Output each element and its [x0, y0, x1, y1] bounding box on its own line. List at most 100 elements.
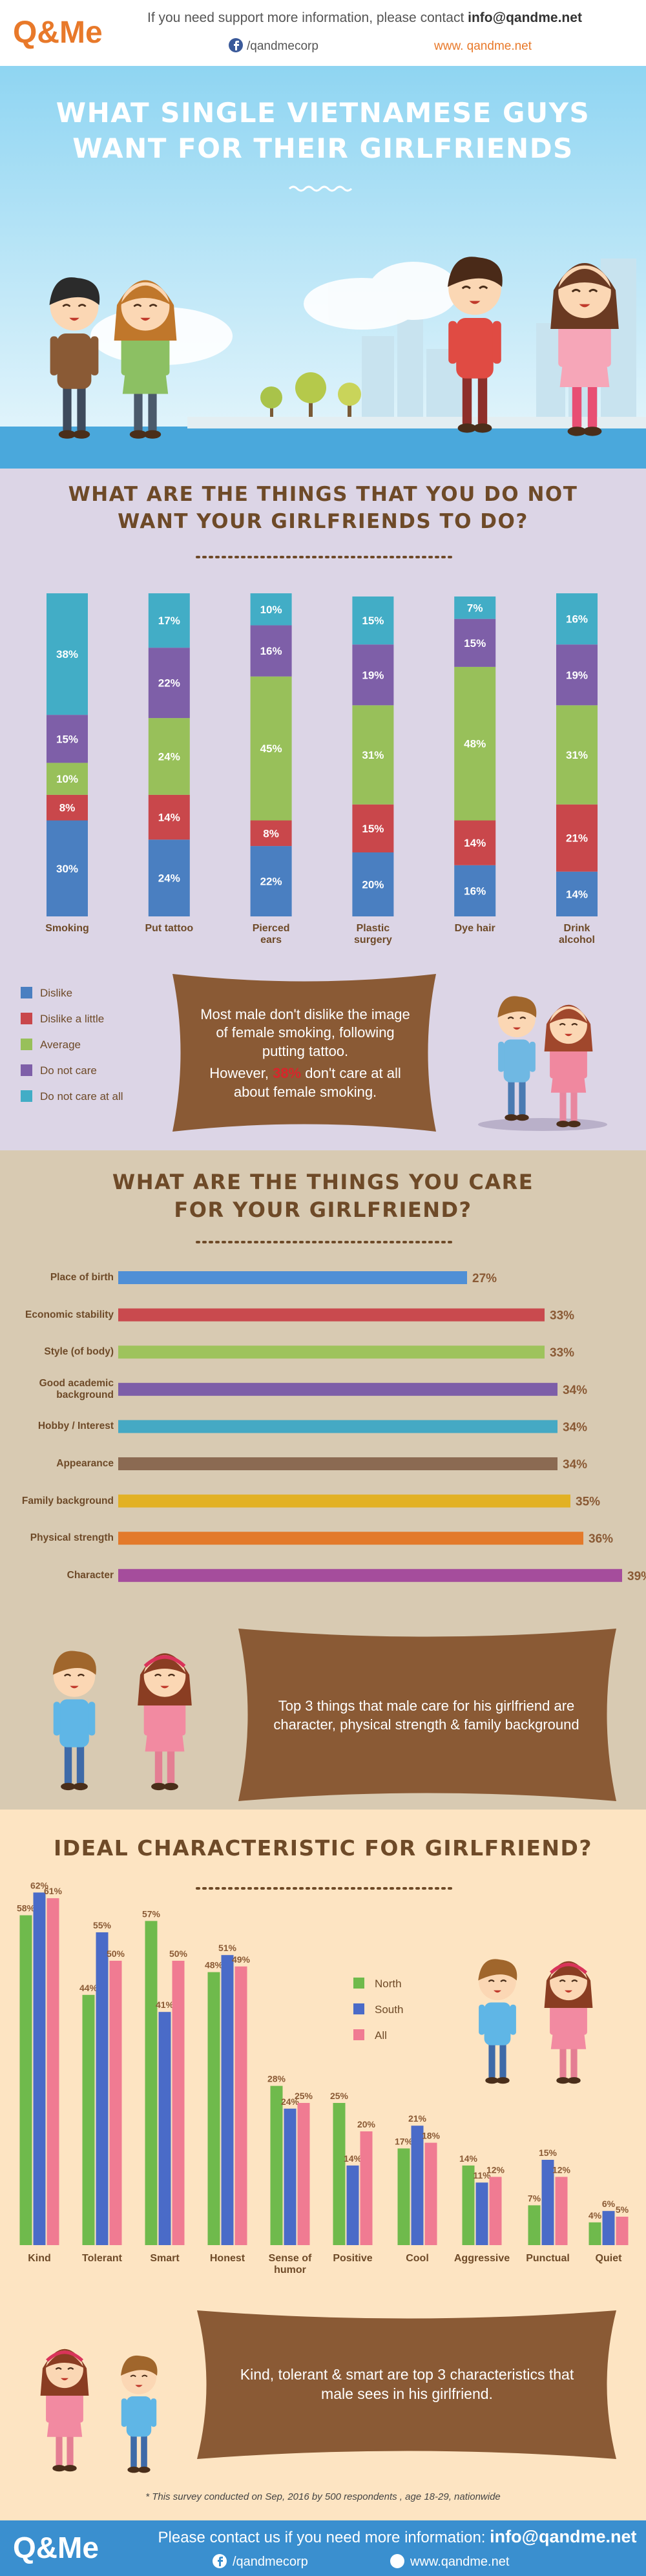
bar-segment [250, 593, 292, 626]
value-label: 50% [169, 1948, 188, 1959]
dress [550, 2002, 587, 2049]
value-label: 34% [563, 1420, 587, 1434]
leg [154, 1742, 163, 1786]
category-label: Economic stability [25, 1309, 114, 1320]
bar-segment [148, 593, 190, 648]
value-label: 24% [158, 751, 180, 763]
value-label: 20% [357, 2119, 376, 2129]
bar-segment [47, 763, 88, 795]
mouth [469, 301, 481, 304]
value-label: 14% [459, 2153, 478, 2164]
eye [78, 304, 87, 308]
section-title: WHAT ARE THE THINGS YOU CARE FOR YOUR GI… [112, 1170, 534, 1223]
person [448, 257, 503, 433]
leg [488, 2041, 495, 2080]
eye [479, 285, 488, 290]
arm [90, 336, 99, 375]
leg [499, 2041, 506, 2080]
value-label: 51% [218, 1943, 237, 1953]
bar [172, 1961, 185, 2245]
value-label: 34% [563, 1458, 587, 1472]
legend-label: Do not care at all [40, 1090, 123, 1103]
legend-label: All [375, 2029, 387, 2042]
value-label: 33% [550, 1309, 574, 1323]
dress [145, 1699, 185, 1752]
bar [118, 1457, 557, 1470]
section-title: IDEAL CHARACTERISTIC FOR GIRLFRIEND? [53, 1835, 593, 1861]
category-label: Smart [150, 2253, 180, 2264]
value-label: 12% [552, 2164, 571, 2175]
value-label: 5% [616, 2204, 629, 2215]
bar [528, 2205, 541, 2245]
hair [448, 257, 503, 287]
mouth [160, 1685, 169, 1689]
value-label: 24% [281, 2096, 300, 2107]
bar-segment [148, 648, 190, 719]
bar-segment [556, 871, 598, 916]
value-label: 41% [156, 2000, 174, 2010]
eye [62, 304, 71, 308]
shoe [583, 427, 602, 436]
hair [497, 996, 537, 1018]
bar [297, 2103, 310, 2245]
facebook-glyph [218, 2557, 223, 2566]
arm [550, 2004, 556, 2035]
callout-highlight: 38% [273, 1065, 302, 1082]
bar [602, 2211, 615, 2245]
bar [118, 1568, 622, 1582]
bar-segment [47, 715, 88, 763]
facebook-handle: /qandmecorp [247, 39, 318, 53]
bar [118, 1420, 557, 1433]
footer-facebook: /qandmecorp [233, 2555, 308, 2569]
bar-segment [556, 705, 598, 805]
eye [130, 2374, 136, 2378]
arm [550, 1048, 556, 1079]
value-label: 25% [330, 2091, 349, 2101]
person [544, 1961, 593, 2084]
bar-segment [454, 596, 496, 619]
person [49, 277, 100, 439]
bar-segment [352, 705, 394, 805]
bar-segment [148, 794, 190, 840]
bar-segment [454, 666, 496, 821]
leg [477, 372, 488, 427]
hair [52, 1651, 96, 1675]
bar [118, 1308, 545, 1322]
shoe [556, 1121, 570, 1128]
eye [500, 1980, 507, 1982]
value-label: 19% [362, 669, 384, 681]
bar [397, 2148, 410, 2245]
shoe [485, 2077, 499, 2084]
shoe [61, 1782, 76, 1791]
shoe [129, 430, 147, 439]
value-label: 15% [539, 2148, 557, 2158]
category-label: Honest [209, 2253, 245, 2264]
headband [550, 1963, 587, 1974]
leg [587, 375, 598, 430]
shoe [52, 2465, 66, 2472]
person [114, 280, 177, 439]
arm [50, 336, 58, 375]
value-label: 25% [295, 2091, 313, 2101]
mouth [565, 1990, 572, 1993]
legend-swatch [21, 1064, 32, 1076]
eye [67, 2367, 74, 2370]
callout-text: Kind, tolerant & smart are top 3 charact… [240, 2366, 574, 2402]
leg [572, 375, 582, 430]
footer-bg [0, 2520, 646, 2576]
callout-text: Top 3 things that male care for his girl… [273, 1698, 579, 1733]
category-label: Hobby / Interest [37, 1420, 114, 1432]
arm [162, 336, 170, 375]
mouth [140, 317, 151, 321]
bar [333, 2103, 346, 2245]
value-label: 55% [93, 1920, 112, 1930]
arm [53, 1702, 61, 1736]
bar-segment [556, 593, 598, 645]
mouth [494, 1990, 501, 1993]
bar-segment [556, 644, 598, 706]
legend-label: Dislike [40, 987, 72, 999]
mouth [513, 1027, 521, 1030]
value-label: 45% [260, 743, 282, 755]
dress [550, 1046, 587, 1093]
